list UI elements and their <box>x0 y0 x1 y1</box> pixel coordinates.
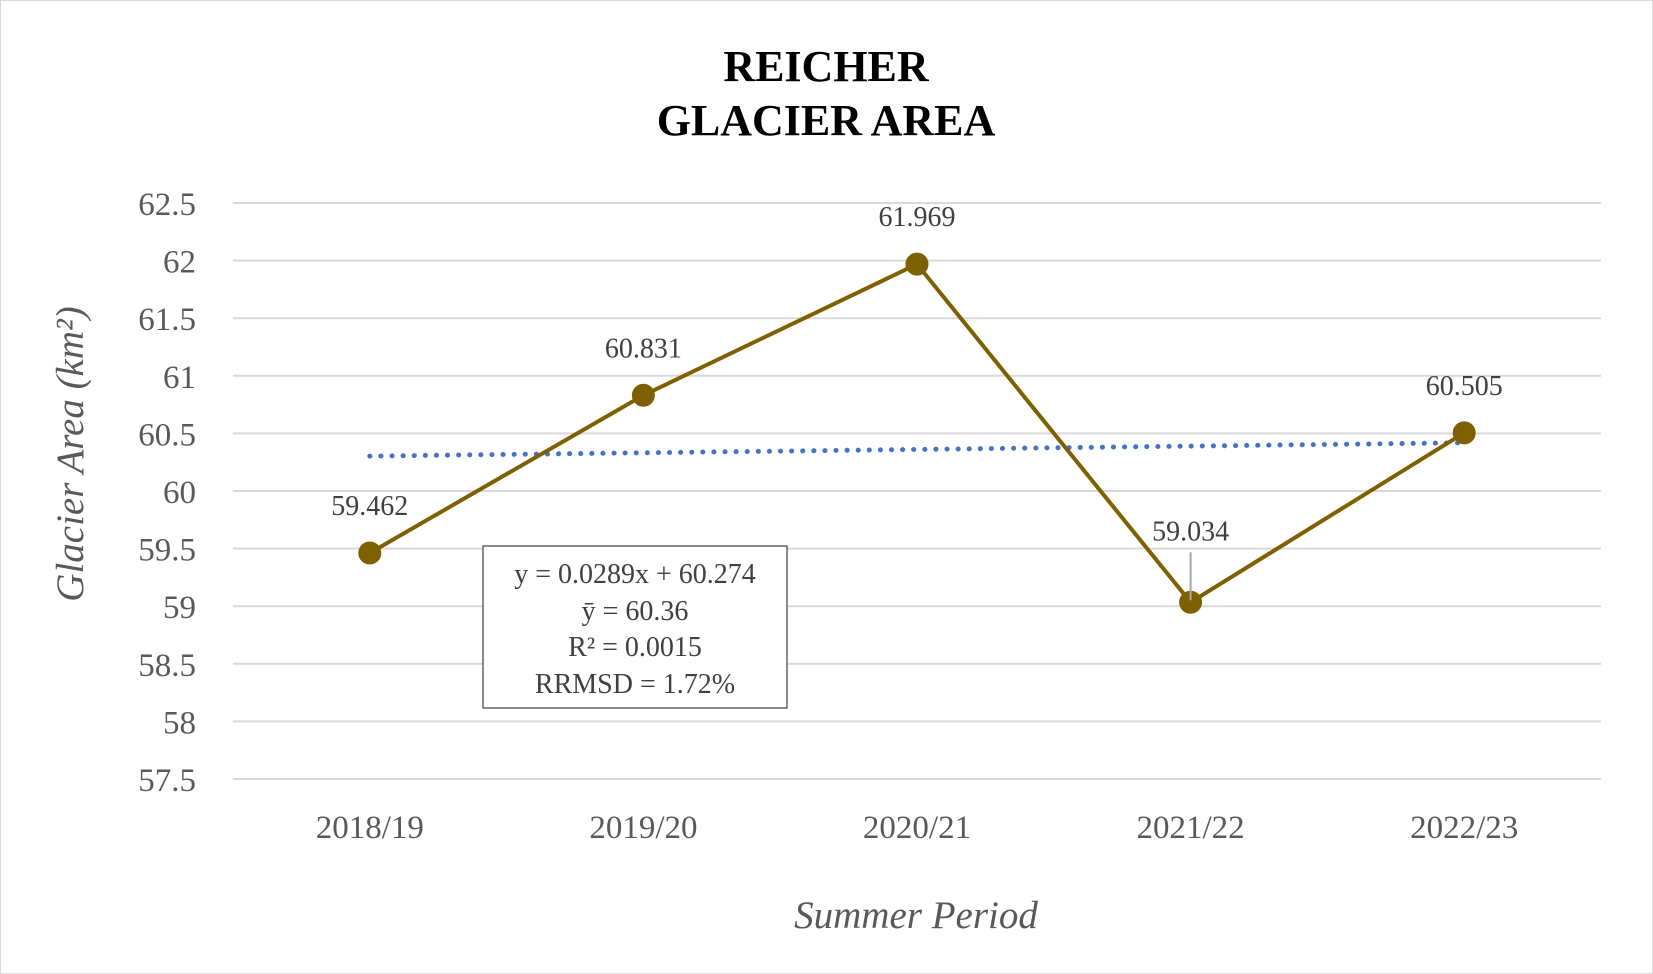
y-tick-label: 59.5 <box>138 533 196 569</box>
x-tick-label: 2018/19 <box>316 810 424 846</box>
y-tick-label: 61.5 <box>138 302 196 338</box>
y-axis-title: Glacier Area (km²) <box>49 306 92 601</box>
trendline <box>367 440 1467 459</box>
y-tick-label: 58.5 <box>138 648 196 684</box>
y-tick-label: 58 <box>163 705 196 741</box>
data-point <box>631 383 655 407</box>
chart-title-line-1: REICHER <box>723 42 930 91</box>
x-axis-tick-labels: 2018/19 2019/20 2020/21 2021/22 2022/23 <box>316 810 1519 846</box>
x-tick-label: 2020/21 <box>863 810 971 846</box>
data-point <box>1452 421 1476 445</box>
gridlines <box>233 202 1601 780</box>
data-labels: 59.462 60.831 61.969 59.034 60.505 <box>331 202 1503 601</box>
regression-equation: y = 0.0289x + 60.274 <box>514 559 756 590</box>
data-label: 60.505 <box>1426 371 1503 402</box>
x-tick-label: 2022/23 <box>1410 810 1518 846</box>
mean-value: ȳ = 60.36 <box>582 596 689 627</box>
annotation-box-border <box>482 545 788 709</box>
series-glacier-area <box>358 252 1476 614</box>
chart-title-line-2: GLACIER AREA <box>657 96 996 145</box>
r-squared: R² = 0.0015 <box>568 632 702 663</box>
y-tick-label: 62 <box>163 245 196 281</box>
data-point <box>358 541 382 565</box>
data-label: 61.969 <box>879 202 956 233</box>
y-tick-label: 57.5 <box>138 763 196 799</box>
x-tick-label: 2019/20 <box>589 810 697 846</box>
linear-trendline <box>367 440 1467 459</box>
data-label: 59.034 <box>1152 516 1229 547</box>
y-tick-label: 59 <box>163 590 196 626</box>
x-tick-label: 2021/22 <box>1137 810 1245 846</box>
data-label: 60.831 <box>605 333 682 364</box>
data-label: 59.462 <box>331 491 408 522</box>
y-axis-tick-labels: 62.5 62 61.5 61 60.5 60 59.5 59 58.5 58 57.5 <box>138 187 196 799</box>
x-axis-title: Summer Period <box>794 894 1038 937</box>
data-point <box>905 252 929 276</box>
y-tick-label: 62.5 <box>138 187 196 223</box>
y-tick-label: 60 <box>163 475 196 511</box>
regression-annotation-box: y = 0.0289x + 60.274 ȳ = 60.36 R² = 0.00… <box>482 545 788 709</box>
chart-title: REICHER GLACIER AREA <box>657 42 996 145</box>
y-tick-label: 60.5 <box>138 417 196 453</box>
y-tick-label: 61 <box>163 360 196 396</box>
rrmsd-value: RRMSD = 1.72% <box>535 669 735 700</box>
